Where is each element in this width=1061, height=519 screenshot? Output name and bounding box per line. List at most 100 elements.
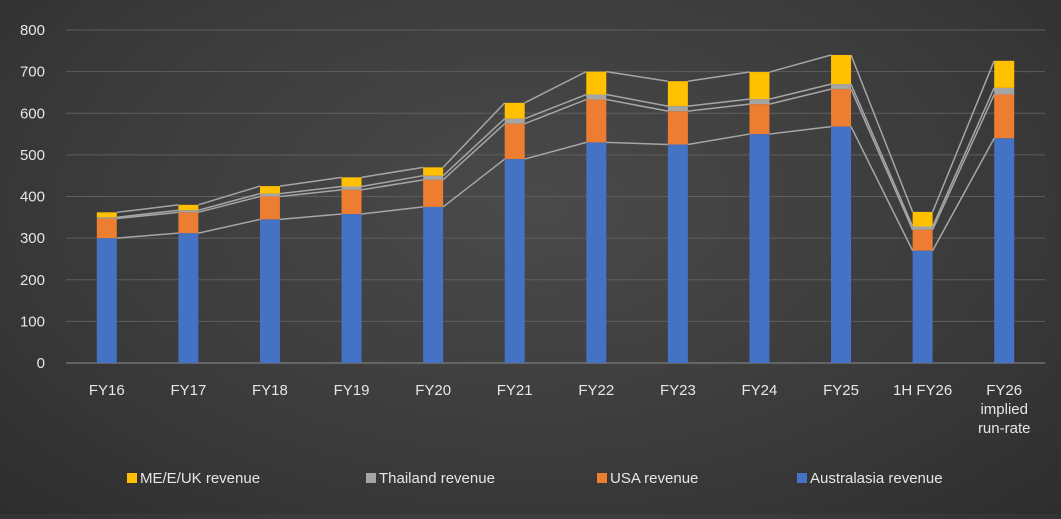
bar-segment: [667, 111, 688, 145]
bar-segment: [749, 134, 770, 363]
series-line: [606, 70, 668, 82]
bar-segment: [749, 104, 770, 135]
series-line: [198, 192, 261, 211]
series-line: [442, 102, 506, 168]
bar-segment: [994, 94, 1015, 139]
bar-segment: [178, 233, 199, 363]
bar-segment: [341, 177, 362, 187]
series-line: [931, 60, 995, 213]
series-line: [116, 204, 179, 214]
bar-segment: [831, 84, 852, 90]
bar-segment: [831, 126, 852, 363]
bar-segment: [831, 54, 852, 85]
bar-segment: [667, 106, 688, 112]
bar-segment: [586, 94, 607, 100]
series-line: [279, 185, 342, 195]
y-tick-label: 700: [20, 64, 45, 81]
bar-segment: [341, 189, 362, 214]
bar-segment: [423, 167, 444, 176]
series-line: [116, 232, 179, 239]
series-line: [606, 93, 669, 107]
bar-segment: [96, 212, 117, 218]
bar-segment: [96, 218, 117, 239]
bar-segment: [994, 60, 1015, 88]
series-line: [769, 88, 832, 105]
series-line: [116, 209, 179, 219]
bar-segment: [504, 118, 525, 124]
bar-segment: [96, 217, 117, 219]
bar-segment: [504, 102, 525, 119]
series-line: [279, 213, 342, 221]
x-tick-label: FY22: [578, 382, 614, 399]
series-line: [687, 98, 750, 107]
bar-segment: [749, 72, 770, 100]
series-line: [931, 94, 995, 231]
bar-segment: [831, 89, 852, 127]
x-tick-label: FY16: [89, 382, 125, 399]
series-line: [606, 141, 668, 146]
series-line: [606, 98, 669, 112]
series-line: [524, 93, 587, 120]
legend-label: ME/E/UK revenue: [140, 470, 260, 487]
series-line: [361, 166, 424, 179]
series-line: [524, 98, 587, 125]
y-tick-label: 100: [20, 313, 45, 330]
series-line: [850, 54, 914, 213]
bar-segment: [423, 175, 444, 180]
x-tick-label: FY25: [823, 382, 859, 399]
x-tick-label: FY23: [660, 382, 696, 399]
bar-segment: [504, 159, 525, 363]
y-tick-label: 600: [20, 105, 45, 122]
bar-segment: [912, 226, 933, 230]
series-line: [524, 70, 587, 104]
legend-swatch: [127, 473, 137, 483]
series-line: [279, 176, 342, 187]
series-line: [850, 88, 914, 231]
series-line: [524, 141, 587, 160]
legend-label: USA revenue: [610, 470, 698, 487]
series-line: [769, 54, 832, 73]
series-line: [850, 83, 914, 227]
bar-segment: [341, 213, 362, 363]
y-tick-label: 400: [20, 189, 45, 206]
x-tick-label: implied: [980, 401, 1028, 418]
series-line: [850, 126, 914, 251]
bar-segment: [912, 250, 933, 363]
series-line: [198, 218, 261, 234]
series-line: [198, 195, 261, 214]
x-tick-label: FY24: [742, 382, 778, 399]
y-tick-label: 300: [20, 230, 45, 247]
series-line: [279, 189, 342, 198]
series-line: [361, 179, 424, 191]
bar-segment: [667, 144, 688, 363]
y-tick-label: 200: [20, 272, 45, 289]
legend-swatch: [597, 473, 607, 483]
series-line: [361, 174, 424, 188]
series-line: [931, 137, 995, 251]
series-line: [442, 123, 506, 181]
series-line: [116, 211, 179, 220]
series-line: [442, 158, 506, 208]
bar-segment: [259, 219, 280, 363]
x-tick-label: FY26: [986, 382, 1022, 399]
bar-segment: [586, 99, 607, 143]
bar-segment: [504, 123, 525, 160]
bar-segment: [259, 193, 280, 197]
bar-segment: [912, 229, 933, 251]
bar-segment: [178, 212, 199, 234]
y-tick-label: 0: [37, 355, 45, 372]
bar-segment: [912, 211, 933, 227]
bar-segment: [994, 87, 1015, 95]
bar-segment: [341, 186, 362, 190]
x-tick-label: FY21: [497, 382, 533, 399]
series-line: [687, 103, 750, 112]
x-tick-label: FY17: [170, 382, 206, 399]
series-line: [769, 125, 832, 135]
series-line: [687, 133, 750, 146]
bar-segment: [178, 210, 199, 213]
x-tick-label: run-rate: [978, 420, 1031, 437]
x-tick-label: 1H FY26: [893, 382, 952, 399]
x-tick-label: FY19: [334, 382, 370, 399]
